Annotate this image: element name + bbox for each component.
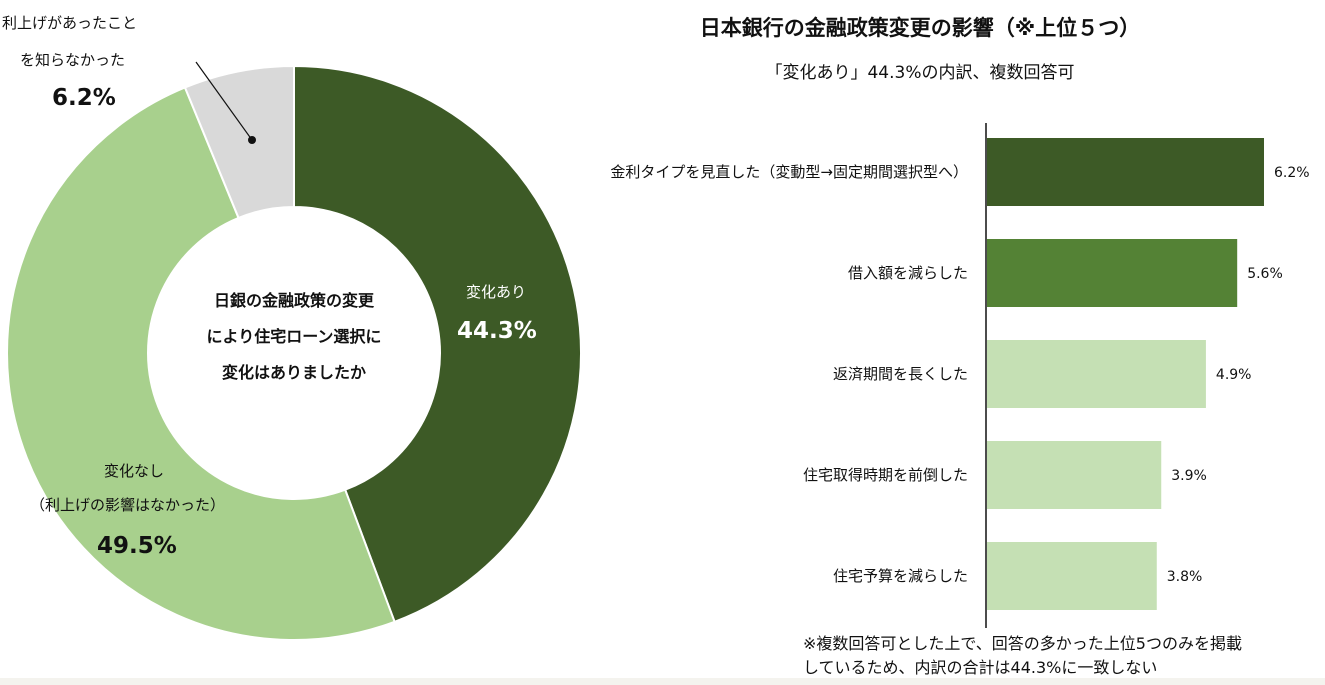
- bar-value-label: 4.9%: [1216, 367, 1252, 383]
- segment-value-unchanged: 49.5%: [97, 533, 177, 559]
- footnote-line: ※複数回答可とした上で、回答の多かった上位5つのみを掲載: [803, 634, 1242, 653]
- bar-category-label: 返済期間を長くした: [833, 365, 968, 383]
- bar-value-label: 5.6%: [1247, 266, 1283, 282]
- segment-label-changed: 変化あり: [466, 283, 527, 301]
- bar-value-label: 3.9%: [1171, 468, 1207, 484]
- bar-category-label: 借入額を減らした: [848, 264, 968, 282]
- bar: [987, 542, 1157, 610]
- leader-dot: [248, 136, 256, 144]
- donut-slice-changed: [293, 64, 582, 624]
- segment-label-unaware-line2: を知らなかった: [20, 51, 126, 69]
- bar: [987, 340, 1206, 408]
- bar-value-label: 6.2%: [1274, 165, 1310, 181]
- segment-value-unaware: 6.2%: [52, 85, 116, 111]
- bottom-band: [0, 678, 1325, 685]
- bar-chart-title: 日本銀行の金融政策変更の影響（※上位５つ）: [699, 16, 1141, 40]
- bar: [987, 441, 1162, 509]
- segment-label-unchanged-line2: （利上げの影響はなかった）: [30, 496, 226, 514]
- donut-slice-unaware: [183, 64, 295, 220]
- bar-value-label: 3.8%: [1167, 569, 1203, 585]
- donut-center-question: 日銀の金融政策の変更 により住宅ローン選択に 変化はありましたか: [170, 283, 418, 391]
- segment-label-unaware-line1: 利上げがあったこと: [2, 14, 138, 32]
- center-line: 変化はありましたか: [221, 363, 366, 382]
- donut-slice-unchanged: [6, 86, 396, 641]
- bar: [987, 239, 1238, 307]
- segment-label-unchanged-line1: 変化なし: [104, 462, 165, 480]
- footnote: ※複数回答可とした上で、回答の多かった上位5つのみを掲載 しているため、内訳の合…: [803, 632, 1323, 680]
- segment-value-changed: 44.3%: [457, 318, 537, 344]
- bar-category-label: 住宅予算を減らした: [833, 567, 968, 585]
- center-line: により住宅ローン選択に: [206, 327, 382, 346]
- footnote-line: しているため、内訳の合計は44.3%に一致しない: [803, 658, 1158, 677]
- donut-chart: [6, 61, 582, 641]
- bar-chart-subtitle: 「変化あり」44.3%の内訳、複数回答可: [765, 63, 1075, 83]
- bar: [987, 138, 1264, 206]
- bar-category-label: 金利タイプを見直した（変動型→固定期間選択型へ）: [610, 163, 968, 181]
- center-line: 日銀の金融政策の変更: [213, 291, 374, 310]
- leader-line: [195, 61, 253, 141]
- bar-category-label: 住宅取得時期を前倒した: [803, 466, 968, 484]
